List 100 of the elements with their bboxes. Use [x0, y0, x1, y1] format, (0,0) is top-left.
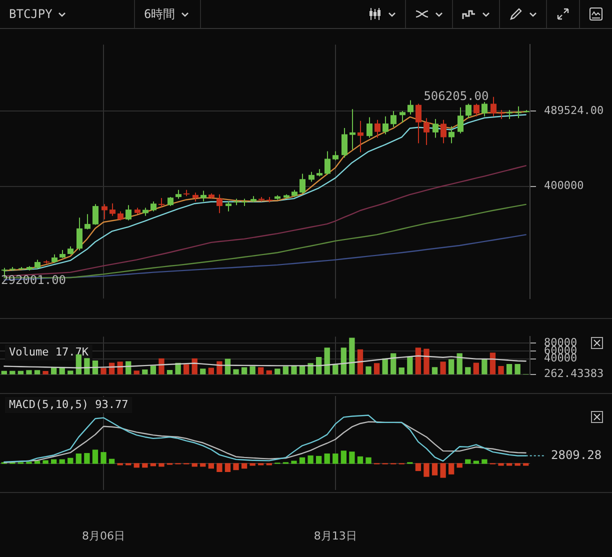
bar — [208, 463, 214, 469]
bar — [216, 361, 222, 374]
candlestick — [408, 100, 414, 116]
bar — [523, 463, 529, 466]
candlestick — [34, 259, 40, 270]
bar — [349, 338, 355, 374]
bar — [340, 450, 346, 464]
candlestick — [358, 120, 364, 153]
bar — [34, 370, 40, 374]
x-tick-label: 8月13日 — [314, 529, 357, 542]
text: 2809.28 — [551, 448, 602, 462]
bar — [332, 454, 338, 464]
chart-subtitle: 6時間 — [144, 6, 176, 22]
bar — [465, 367, 471, 374]
candlestick — [390, 110, 396, 128]
bar — [498, 366, 504, 374]
bar — [407, 356, 413, 374]
bar — [482, 459, 488, 464]
bar — [51, 459, 57, 464]
candlestick — [332, 150, 338, 161]
bar — [473, 362, 479, 374]
bar — [241, 463, 248, 469]
bar — [308, 455, 314, 464]
y-tick-label: 40000 — [544, 352, 578, 365]
candlestick — [366, 116, 372, 138]
bar — [158, 358, 164, 374]
bar — [100, 368, 106, 374]
bar — [398, 368, 404, 374]
bar — [200, 463, 206, 467]
bar — [366, 366, 372, 374]
bar — [465, 459, 471, 464]
bar — [324, 348, 330, 374]
candlestick — [400, 110, 406, 124]
bar — [42, 460, 48, 464]
bar — [68, 458, 74, 464]
candlestick — [382, 116, 388, 135]
candlestick — [516, 106, 522, 119]
bar — [432, 463, 438, 476]
bar — [424, 348, 430, 374]
x-tick-label: 8月06日 — [82, 529, 126, 542]
bar — [84, 358, 90, 374]
bar — [332, 364, 338, 374]
bar — [415, 463, 422, 472]
y-tick-label: 489524.00 — [544, 104, 604, 117]
y-tick-label: 262.43383 — [544, 367, 604, 380]
candlestick — [76, 217, 82, 251]
candlestick — [350, 108, 356, 150]
candlestick — [458, 106, 464, 134]
bar — [340, 348, 346, 374]
candlestick — [84, 214, 90, 230]
y-tick-label: 400000 — [544, 179, 584, 192]
bar — [34, 460, 40, 464]
candlestick — [342, 127, 348, 158]
bar — [349, 452, 355, 464]
text: Volume 17.7K — [9, 345, 89, 358]
chart-title: BTCJPY — [9, 7, 52, 21]
bar — [415, 348, 422, 374]
candlestick — [474, 103, 480, 117]
candlestick — [490, 96, 496, 117]
candlestick — [226, 200, 232, 212]
annotation: 506205.00 — [424, 89, 489, 104]
candlestick — [200, 190, 206, 202]
bar — [316, 456, 322, 464]
bar — [432, 367, 438, 374]
bar — [291, 460, 297, 464]
candlestick — [448, 126, 454, 144]
candlestick — [308, 171, 314, 182]
bar — [142, 370, 148, 374]
bar — [440, 362, 446, 374]
bar — [84, 453, 90, 464]
bar — [175, 362, 181, 374]
bar — [514, 463, 520, 466]
bar — [158, 463, 164, 467]
bar — [506, 364, 512, 374]
bar — [76, 454, 82, 464]
bar — [192, 463, 198, 467]
candlestick — [110, 202, 116, 216]
candlestick — [150, 200, 156, 212]
bar — [233, 369, 239, 374]
candlestick — [92, 204, 98, 226]
bar — [59, 459, 65, 464]
bar — [424, 463, 430, 477]
bar — [324, 454, 330, 464]
candlestick — [300, 173, 306, 194]
bar — [299, 457, 306, 464]
bar — [440, 463, 446, 478]
bar — [150, 463, 156, 466]
bar — [142, 463, 148, 468]
candlestick — [126, 204, 132, 221]
bar — [184, 364, 190, 374]
candlestick — [482, 101, 488, 117]
candlestick — [216, 194, 222, 214]
bar — [134, 463, 140, 468]
bar — [92, 450, 98, 464]
bar — [514, 364, 520, 374]
candlestick — [466, 103, 472, 119]
bar — [233, 463, 239, 470]
bar — [250, 463, 256, 466]
bar — [490, 352, 496, 374]
bar — [224, 463, 231, 472]
